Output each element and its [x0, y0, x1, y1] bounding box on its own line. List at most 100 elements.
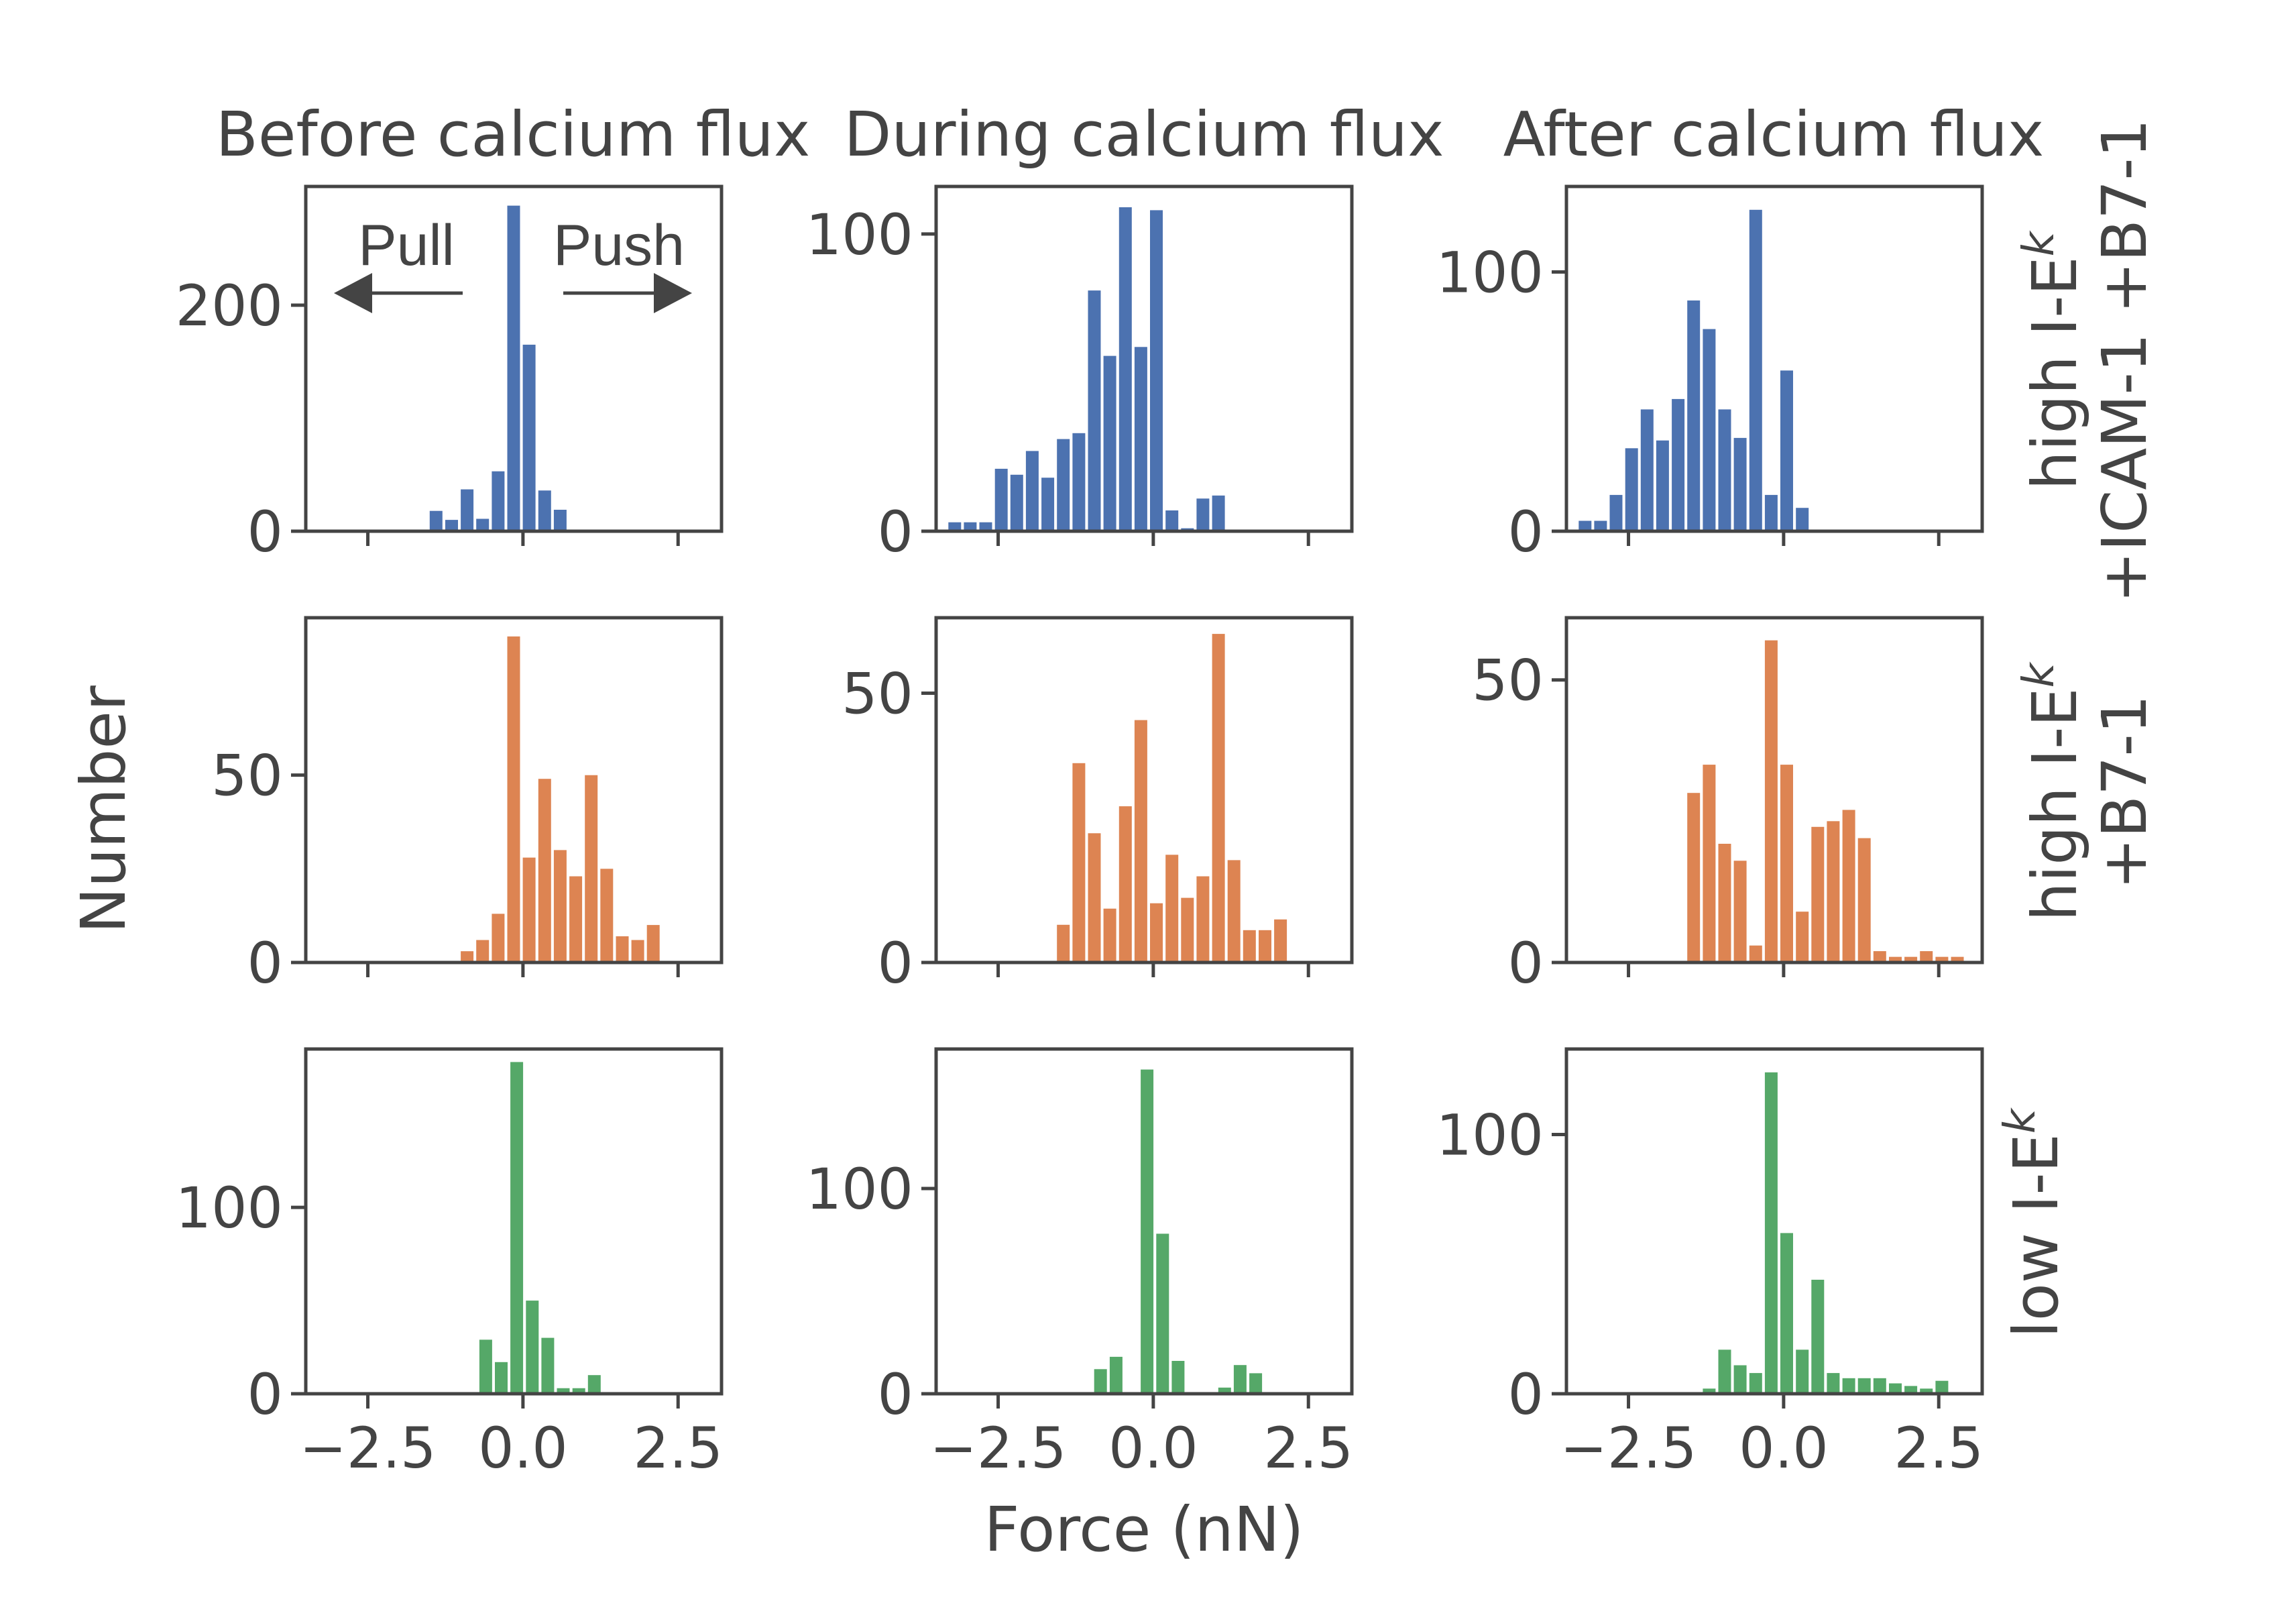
bar-r1-c2-12 [1134, 347, 1147, 531]
bar-r1-c2-14 [1165, 510, 1179, 531]
axes-frame [1564, 616, 1984, 964]
bar-r1-c2-6 [1041, 478, 1055, 531]
subplot-r1-c3: 0 100 [1436, 184, 1984, 565]
bar-r2-c3-16 [1935, 956, 1949, 962]
bar-r1-c3-5 [1656, 440, 1669, 531]
bar-r1-c3-1 [1594, 520, 1607, 531]
bar-r2-c2-13 [1259, 930, 1271, 962]
bar-r2-c3-3 [1733, 861, 1747, 962]
bar-r1-c1-6 [522, 344, 536, 531]
bar-r2-c1-2 [492, 914, 505, 962]
bar-r2-c2-4 [1118, 806, 1132, 962]
bar-r3-c1-6 [572, 1388, 585, 1394]
x-tick-label: 2.5 [633, 1415, 723, 1481]
axes-frame [304, 616, 724, 964]
svg-text:high I-Ek: high I-Ek [2014, 229, 2091, 490]
bar-r2-c3-15 [1920, 951, 1933, 962]
bar-r1-c1-2 [461, 489, 474, 531]
axes-frame [304, 1047, 724, 1396]
x-axis-label: Force (nN) [984, 1494, 1304, 1565]
bar-r3-c2-10 [1249, 1373, 1263, 1394]
subplot-r2-c2: 0 50 [842, 616, 1354, 996]
bar-r1-c3-9 [1718, 409, 1731, 531]
bar-r2-c1-5 [538, 779, 551, 962]
bar-r2-c2-0 [1057, 924, 1070, 962]
bar-r1-c2-17 [1212, 495, 1225, 531]
subplot-r1-c2: 0 100 [806, 184, 1354, 565]
row-label-1-sup: k [2014, 229, 2064, 256]
bar-r3-c1-5 [557, 1388, 570, 1394]
bar-r2-c2-12 [1243, 930, 1256, 962]
axes-frame [934, 1047, 1354, 1396]
push-arrow-head [654, 273, 692, 313]
bar-r1-c1-7 [538, 490, 551, 531]
bar-r1-c1-8 [553, 510, 567, 531]
bar-r3-c1-3 [526, 1301, 539, 1394]
bar-r2-c3-7 [1796, 912, 1809, 962]
bar-r3-c3-4 [1764, 1072, 1778, 1394]
bar-r2-c3-13 [1889, 956, 1902, 962]
bar-r2-c3-11 [1857, 838, 1871, 962]
subplot-r1-c1: 0 200 [176, 184, 724, 565]
bar-r1-c2-8 [1072, 433, 1086, 531]
bar-r2-c2-11 [1227, 860, 1241, 962]
bar-r2-c3-1 [1703, 765, 1716, 962]
push-label: Push [553, 213, 685, 278]
x-tick-label: −2.5 [930, 1415, 1067, 1481]
bar-r2-c3-2 [1718, 844, 1731, 962]
bar-r3-c2-8 [1218, 1387, 1231, 1394]
bar-r1-c2-16 [1196, 498, 1210, 531]
row-label-2-line1: high I-E [2019, 687, 2091, 921]
y-tick-label: 0 [1508, 1362, 1544, 1427]
bar-r3-c3-5 [1780, 1233, 1793, 1394]
bar-r3-c1-1 [495, 1362, 508, 1394]
bar-r1-c3-11 [1749, 209, 1762, 531]
bar-r1-c2-11 [1118, 207, 1132, 531]
bar-r2-c2-8 [1181, 897, 1194, 962]
force-direction-annotation: Pull Push [334, 213, 692, 313]
bar-r1-c1-0 [429, 510, 443, 531]
pull-label: Pull [358, 213, 454, 278]
bar-r1-c3-8 [1703, 329, 1716, 531]
axes-frame [304, 184, 724, 533]
subplot-r2-c1: 0 50 [211, 616, 724, 996]
subplot-r3-c1: 0 100 −2.5 0.0 2.5 [176, 1047, 724, 1481]
y-tick-label: 0 [1508, 930, 1544, 996]
y-tick-label: 0 [1508, 499, 1544, 565]
bar-r3-c3-11 [1873, 1378, 1886, 1394]
bar-r2-c3-6 [1780, 765, 1793, 962]
subplot-r2-c3: 0 50 [1472, 616, 1984, 996]
bar-r3-c1-7 [587, 1375, 601, 1394]
subplot-grid: 0 200 0 100 0 100 0 50 0 50 0 50 0 100 −2.5 0.0 2.5 0 100 −… [176, 184, 1984, 1481]
bar-r2-c1-3 [507, 636, 520, 962]
bar-r2-c1-12 [646, 925, 660, 962]
bar-r3-c3-12 [1889, 1383, 1902, 1394]
bar-r2-c2-9 [1196, 876, 1210, 962]
bar-r2-c2-1 [1072, 763, 1086, 962]
bar-r2-c1-0 [461, 951, 474, 962]
y-tick-label: 100 [1436, 1103, 1544, 1168]
y-tick-label: 0 [878, 1362, 913, 1427]
y-tick-label: 100 [806, 1156, 913, 1222]
svg-text:high I-Ek: high I-Ek [2014, 661, 2091, 921]
bar-r1-c3-0 [1578, 520, 1592, 531]
column-title-after: After calcium flux [1503, 99, 2045, 170]
bar-r2-c1-10 [616, 936, 629, 962]
bar-r3-c2-9 [1233, 1365, 1247, 1394]
row-label-3-line1: low I-E [2000, 1134, 2072, 1338]
bar-r1-c3-6 [1672, 398, 1685, 531]
bar-r3-c2-5 [1171, 1361, 1185, 1394]
y-tick-label: 0 [247, 930, 283, 996]
bar-r3-c3-0 [1703, 1388, 1716, 1394]
y-tick-label: 0 [247, 1362, 283, 1427]
x-tick-label: 2.5 [1263, 1415, 1353, 1481]
bar-r1-c1-1 [445, 520, 458, 531]
x-tick-label: −2.5 [1560, 1415, 1697, 1481]
bar-r2-c2-3 [1103, 908, 1116, 962]
bar-r3-c3-14 [1920, 1388, 1933, 1394]
bar-r1-c3-7 [1687, 300, 1701, 531]
bar-r1-c3-14 [1796, 508, 1809, 531]
axes-frame [934, 184, 1354, 533]
bar-r2-c2-6 [1150, 903, 1163, 962]
x-tick-label: 2.5 [1894, 1415, 1984, 1481]
